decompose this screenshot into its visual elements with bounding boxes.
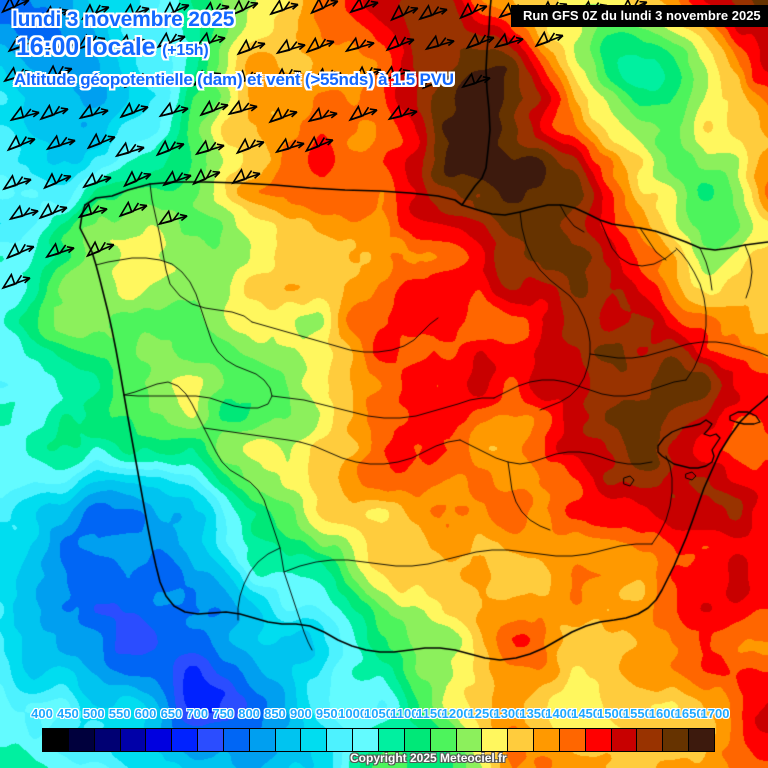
legend-tick-label: 1500 bbox=[596, 706, 626, 721]
legend-tick-label: 750 bbox=[212, 706, 235, 721]
forecast-time-offset: (+15h) bbox=[162, 42, 209, 59]
legend-tick-label: 450 bbox=[57, 706, 79, 721]
legend-swatch[interactable] bbox=[94, 729, 121, 751]
legend-tick-label: 700 bbox=[186, 706, 209, 721]
legend-swatch[interactable] bbox=[43, 729, 69, 751]
legend-tick-label: 1300 bbox=[493, 706, 523, 721]
forecast-time-value: 16:00 locale bbox=[16, 33, 156, 61]
legend-swatch[interactable] bbox=[378, 729, 405, 751]
legend-tick-label: 550 bbox=[108, 706, 131, 721]
legend-tick-label: 600 bbox=[134, 706, 157, 721]
legend-color-bar[interactable] bbox=[42, 728, 715, 752]
legend-swatch[interactable] bbox=[275, 729, 302, 751]
legend-swatch[interactable] bbox=[198, 729, 224, 751]
legend-swatch[interactable] bbox=[301, 729, 328, 751]
legend-swatch[interactable] bbox=[327, 729, 354, 751]
legend-tick-label: 1450 bbox=[571, 706, 601, 721]
legend-tick-label: 900 bbox=[289, 706, 312, 721]
forecast-parameter-label: Altitude géopotentielle (dam) et vent (>… bbox=[14, 70, 454, 89]
legend-tick-label: 1100 bbox=[390, 706, 419, 721]
legend-swatch[interactable] bbox=[404, 729, 431, 751]
legend-tick-label: 1600 bbox=[648, 706, 678, 721]
legend-tick-label: 650 bbox=[160, 706, 183, 721]
legend-tick-label: 1050 bbox=[364, 706, 393, 721]
legend-tick-label: 1250 bbox=[467, 706, 497, 721]
legend-swatch[interactable] bbox=[120, 729, 147, 751]
legend-swatch[interactable] bbox=[249, 729, 276, 751]
legend-tick-label: 1350 bbox=[519, 706, 549, 721]
legend-tick-labels: 400 450 500 550 600 650 700 750 800 850 900 950 1000… bbox=[0, 706, 768, 726]
legend-tick-label: 850 bbox=[264, 706, 286, 721]
color-scale-legend: 400 450 500 550 600 650 700 750 800 850 900 950 1000… bbox=[0, 706, 768, 768]
legend-swatch[interactable] bbox=[585, 729, 612, 751]
legend-swatch[interactable] bbox=[172, 729, 199, 751]
legend-tick-label: 400 bbox=[31, 706, 53, 721]
forecast-date-label: lundi 3 novembre 2025 bbox=[12, 8, 235, 31]
legend-swatch[interactable] bbox=[611, 729, 638, 751]
legend-swatch[interactable] bbox=[482, 729, 509, 751]
forecast-time-label: 16:00 locale (+15h) bbox=[16, 33, 209, 62]
legend-tick-label: 1650 bbox=[674, 706, 704, 721]
legend-swatch[interactable] bbox=[456, 729, 483, 751]
legend-swatch[interactable] bbox=[559, 729, 586, 751]
legend-tick-label: 1550 bbox=[622, 706, 652, 721]
legend-tick-label: 1700 bbox=[700, 706, 730, 721]
legend-tick-label: 1150 bbox=[416, 706, 445, 721]
legend-swatch[interactable] bbox=[223, 729, 250, 751]
legend-swatch[interactable] bbox=[689, 729, 714, 751]
copyright-label: Copyright 2025 Meteociel.fr bbox=[350, 751, 507, 765]
legend-swatch[interactable] bbox=[68, 729, 95, 751]
legend-swatch[interactable] bbox=[430, 729, 457, 751]
model-run-banner: Run GFS 0Z du lundi 3 novembre 2025 bbox=[511, 5, 768, 27]
legend-tick-label: 950 bbox=[315, 706, 338, 721]
legend-tick-label: 1400 bbox=[545, 706, 575, 721]
legend-swatch[interactable] bbox=[146, 729, 173, 751]
legend-swatch[interactable] bbox=[637, 729, 664, 751]
legend-swatch[interactable] bbox=[353, 729, 379, 751]
legend-tick-label: 800 bbox=[238, 706, 260, 721]
legend-swatch[interactable] bbox=[663, 729, 690, 751]
legend-swatch[interactable] bbox=[534, 729, 560, 751]
legend-tick-label: 1200 bbox=[441, 706, 471, 721]
legend-tick-label: 500 bbox=[82, 706, 105, 721]
legend-tick-label: 1000 bbox=[338, 706, 368, 721]
legend-swatch[interactable] bbox=[508, 729, 535, 751]
